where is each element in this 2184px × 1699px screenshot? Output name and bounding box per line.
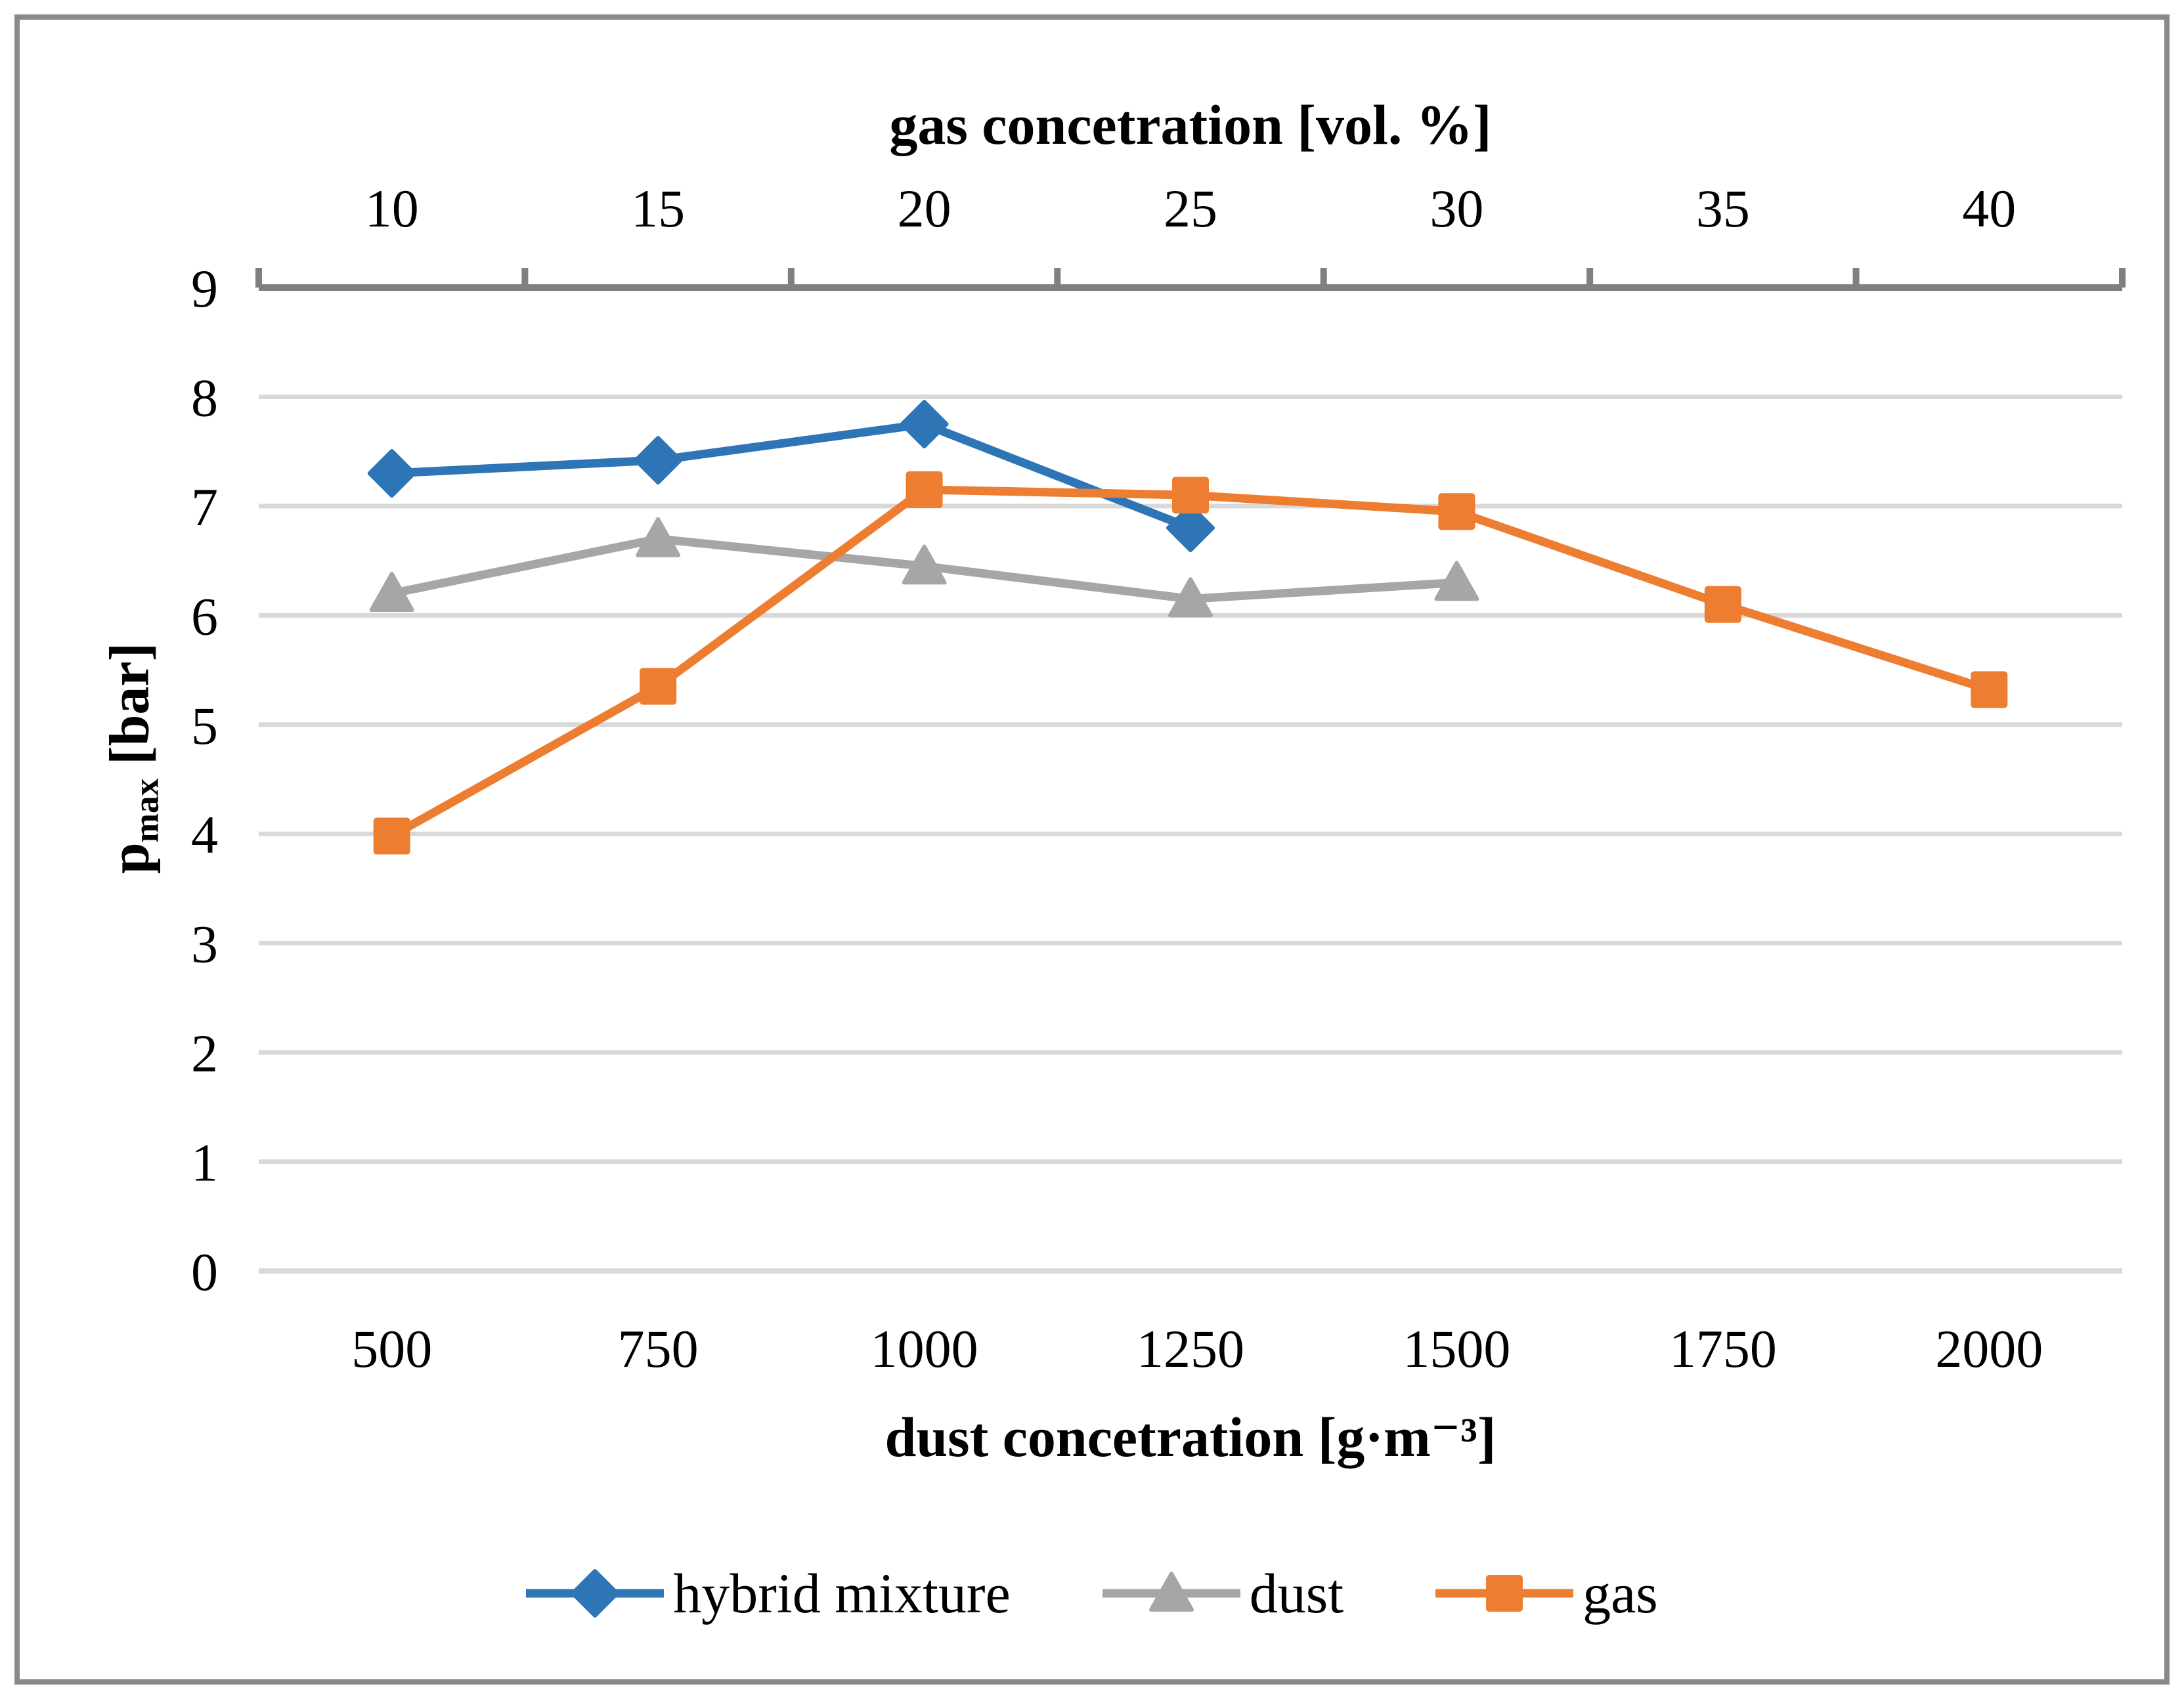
y-tick-label-1: 1 [191,1133,218,1193]
x-tick-label-2000: 2000 [1935,1319,2043,1379]
y-tick-label-8: 8 [191,368,218,427]
y-tick-label-7: 7 [191,477,218,537]
series-hybrid-mixture-marker [900,400,949,449]
x-tick-label-500: 500 [351,1319,432,1379]
y-tick-label-0: 0 [191,1242,218,1302]
y-tick-label-5: 5 [191,696,218,756]
series-gas-marker [1438,493,1475,530]
top-tick-label-15: 15 [631,179,685,238]
x-tick-label-1000: 1000 [871,1319,978,1379]
series-dust-marker [636,517,681,557]
y-axis-title-sub: max [126,778,166,843]
legend-item-gas: gas [1435,1554,1658,1633]
y-tick-label-3: 3 [191,914,218,974]
series-hybrid-mixture-marker [367,448,416,498]
top-tick-label-30: 30 [1430,179,1483,238]
legend-item-dust: dust [1102,1554,1344,1633]
figure-border [14,14,2170,1685]
legend-key-triangle-icon [1102,1572,1240,1612]
top-tick-label-40: 40 [1962,179,2016,238]
legend: hybrid mixture dust gas [0,1544,2184,1643]
legend-marker-triangle [1148,1572,1194,1612]
legend-item-hybrid-mixture: hybrid mixture [526,1554,1011,1633]
legend-marker-diamond [571,1569,620,1618]
legend-label-hybrid-mixture: hybrid mixture [673,1562,1011,1625]
y-tick-label-6: 6 [191,586,218,646]
legend-key-diamond-icon [526,1569,665,1618]
series-dust-marker [369,572,414,613]
series-dust [369,517,1479,618]
top-tick-label-20: 20 [898,179,951,238]
series-gas-marker [640,668,677,705]
y-tick-label-4: 4 [191,805,218,865]
x-tick-label-1750: 1750 [1669,1319,1777,1379]
top-tick-label-35: 35 [1696,179,1750,238]
x-tick-label-750: 750 [618,1319,699,1379]
series-gas-marker [906,471,943,508]
y-tick-label-9: 9 [191,259,218,318]
series-hybrid-mixture-line [391,419,1192,532]
series-gas-marker [1971,671,2008,708]
series-gas-marker [1172,477,1209,514]
y-axis-title-main: p [97,842,161,874]
x-tick-label-1250: 1250 [1137,1319,1244,1379]
top-tick-label-25: 25 [1164,179,1217,238]
series-hybrid-mixture [367,400,1215,553]
series-dust-marker [902,544,947,585]
legend-label-gas: gas [1583,1562,1658,1625]
series-hybrid-mixture-marker [634,435,683,484]
series-dust-marker [1434,561,1479,601]
y-axis-title: pmax [bar] [97,643,167,874]
legend-marker-square [1486,1575,1523,1612]
y-tick-label-2: 2 [191,1023,218,1083]
series-gas-marker [1704,586,1741,623]
series-hybrid-mixture-marker [1166,504,1215,553]
legend-key-square-icon [1435,1575,1574,1612]
legend-label-dust: dust [1249,1562,1344,1625]
x-axis-title: dust concetration [g·m⁻³] [885,1406,1496,1469]
series-gas-marker [373,817,410,855]
y-axis-title-unit: [bar] [97,642,161,765]
top-tick-label-10: 10 [365,179,419,238]
top-axis-title: gas concetration [vol. %] [889,93,1492,156]
series-gas [373,471,2008,855]
series-dust-marker [1168,577,1213,618]
x-tick-label-1500: 1500 [1403,1319,1510,1379]
